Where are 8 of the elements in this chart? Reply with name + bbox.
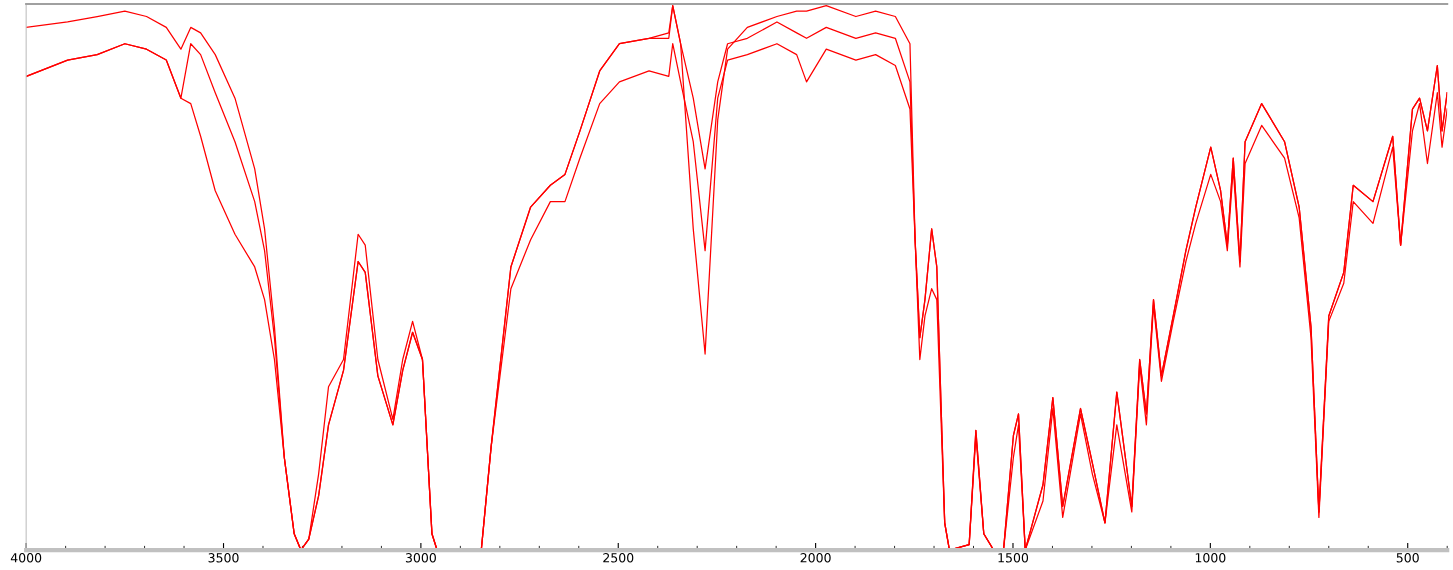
x-tick-label: 1000 — [1195, 553, 1226, 563]
x-tick-label: 500 — [1396, 553, 1419, 563]
x-tick-label: 2500 — [603, 553, 634, 563]
x-tick-label: 3000 — [405, 553, 436, 563]
x-tick-label: 2000 — [800, 553, 831, 563]
x-tick-label: 4000 — [10, 553, 42, 563]
x-tick-label: 1500 — [998, 553, 1029, 563]
x-tick-label: 3500 — [208, 553, 239, 563]
